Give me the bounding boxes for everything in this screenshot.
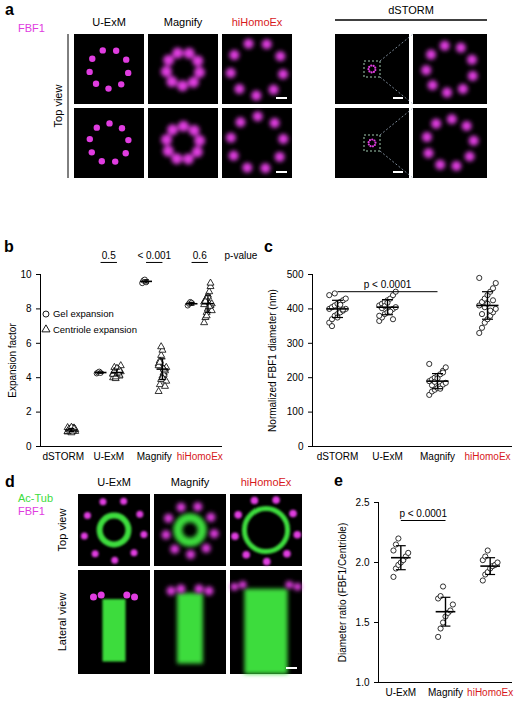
svg-text:Magnify: Magnify	[428, 687, 463, 698]
svg-text:2: 2	[26, 406, 32, 417]
svg-text:200: 200	[287, 372, 304, 383]
svg-text:Centriole expansion: Centriole expansion	[53, 324, 137, 335]
svg-text:p-value: p-value	[225, 250, 258, 261]
svg-text:dSTORM: dSTORM	[388, 4, 434, 16]
svg-text:hiHomoEx: hiHomoEx	[232, 16, 283, 28]
svg-text:Magnify: Magnify	[171, 476, 210, 488]
svg-text:0.6: 0.6	[193, 250, 207, 261]
svg-text:FBF1: FBF1	[18, 505, 45, 517]
svg-text:Top view: Top view	[52, 85, 64, 128]
svg-text:Normalized FBF1 diameter (nm): Normalized FBF1 diameter (nm)	[267, 289, 278, 432]
svg-text:300: 300	[287, 338, 304, 349]
svg-text:U-ExM: U-ExM	[92, 16, 126, 28]
svg-text:0: 0	[298, 441, 304, 452]
svg-text:4: 4	[26, 372, 32, 383]
svg-text:U-ExM: U-ExM	[93, 451, 124, 462]
svg-text:FBF1: FBF1	[18, 22, 45, 34]
svg-text:Top view: Top view	[56, 509, 68, 552]
svg-text:Magnify: Magnify	[164, 16, 203, 28]
svg-text:Gel expansion: Gel expansion	[53, 308, 114, 319]
svg-text:p < 0.0001: p < 0.0001	[399, 508, 447, 519]
svg-text:Magnify: Magnify	[137, 451, 172, 462]
html-text:c: c	[264, 238, 273, 255]
svg-text:< 0.001: < 0.001	[137, 250, 171, 261]
svg-text:dSTORM: dSTORM	[317, 451, 359, 462]
svg-text:10: 10	[20, 269, 32, 280]
svg-text:hiHomoEx: hiHomoEx	[177, 451, 223, 462]
svg-text:6: 6	[26, 338, 32, 349]
svg-text:1.0: 1.0	[356, 677, 370, 688]
svg-text:Diameter ratio (FBF1/Centriole: Diameter ratio (FBF1/Centriole)	[337, 523, 348, 662]
svg-text:Lateral view: Lateral view	[56, 593, 68, 652]
html-text:e: e	[334, 472, 343, 489]
svg-text:U-ExM: U-ExM	[386, 687, 417, 698]
svg-text:p < 0.0001: p < 0.0001	[364, 279, 412, 290]
svg-text:Ac-Tub: Ac-Tub	[18, 492, 53, 504]
svg-text:100: 100	[287, 406, 304, 417]
svg-text:hiHomoEx: hiHomoEx	[241, 476, 292, 488]
svg-text:d: d	[5, 473, 15, 490]
svg-text:a: a	[5, 1, 14, 18]
svg-text:hiHomoEx: hiHomoEx	[464, 451, 510, 462]
svg-text:Expansion factor: Expansion factor	[7, 323, 18, 398]
svg-text:2.0: 2.0	[356, 557, 370, 568]
svg-text:400: 400	[287, 303, 304, 314]
svg-text:hiHomoEx: hiHomoEx	[467, 687, 513, 698]
html-text:b: b	[4, 238, 14, 255]
svg-text:0: 0	[26, 441, 32, 452]
svg-text:dSTORM: dSTORM	[43, 451, 85, 462]
svg-text:8: 8	[26, 303, 32, 314]
svg-text:500: 500	[287, 269, 304, 280]
svg-text:2.5: 2.5	[356, 497, 370, 508]
svg-text:0.5: 0.5	[102, 250, 116, 261]
svg-text:U-ExM: U-ExM	[97, 476, 131, 488]
svg-text:Magnify: Magnify	[420, 451, 455, 462]
svg-text:1.5: 1.5	[356, 617, 370, 628]
svg-text:U-ExM: U-ExM	[372, 451, 403, 462]
